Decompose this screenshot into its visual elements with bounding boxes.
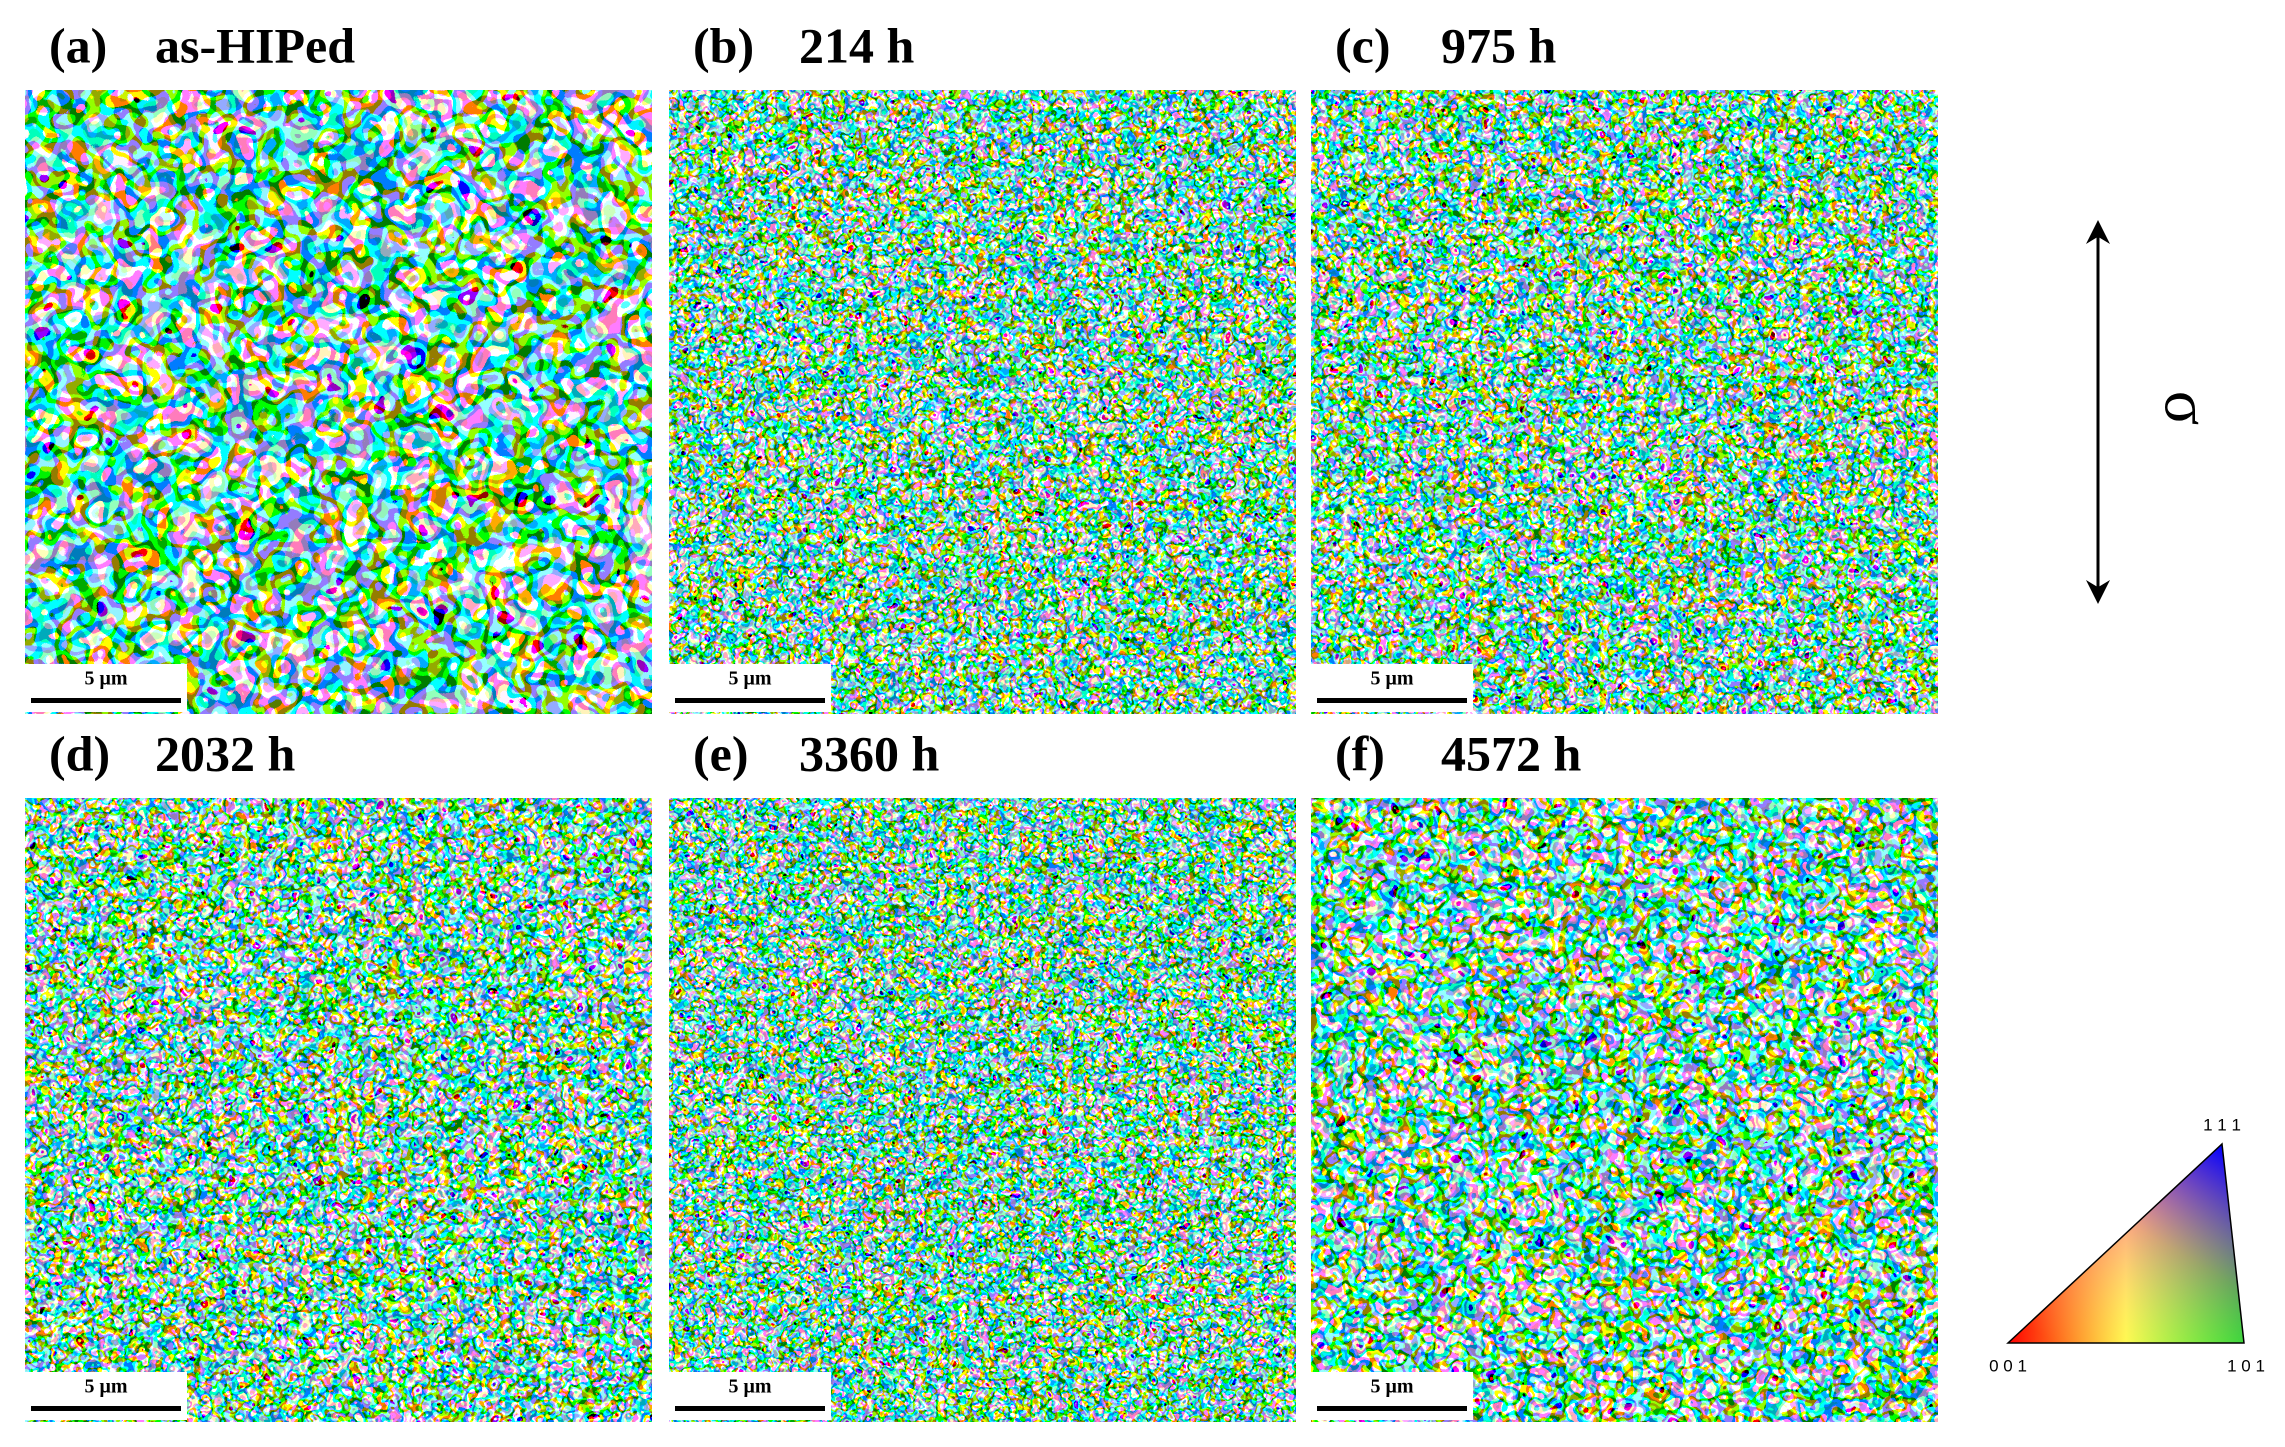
panel-title: 975 h (1441, 17, 1557, 73)
scale-bar (1317, 1406, 1467, 1411)
stress-label: σ (2151, 391, 2222, 426)
scale-bar-label: 5 μm (85, 668, 128, 690)
scale-bar (31, 698, 181, 703)
ipf-triangle-overlay (2006, 1142, 2245, 1344)
panel-label: (b) (693, 17, 754, 73)
ebsd-map (25, 798, 652, 1422)
panel-title: 4572 h (1441, 725, 1582, 781)
scale-bar-label: 5 μm (1371, 1376, 1414, 1398)
scale-bar-box (25, 664, 187, 712)
scale-bar-box (1311, 1372, 1473, 1420)
panel-title: as-HIPed (155, 17, 355, 73)
scale-bar-label: 5 μm (85, 1376, 128, 1398)
scale-bar-label: 5 μm (1371, 668, 1414, 690)
scale-bar-label: 5 μm (729, 668, 772, 690)
ipf-label: 1 1 1 (2203, 1115, 2241, 1134)
panel-label: (e) (693, 725, 749, 781)
scale-bar-box (1311, 664, 1473, 712)
panel-label: (d) (49, 725, 110, 781)
scale-bar-box (669, 1372, 831, 1420)
ipf-legend: 0 0 1 1 0 1 1 1 1 (1989, 1115, 2265, 1375)
ipf-label: 1 0 1 (2227, 1356, 2265, 1375)
scale-bar (675, 1406, 825, 1411)
scale-bar-box (669, 664, 831, 712)
panel-label: (f) (1335, 725, 1385, 781)
panel-label: (c) (1335, 17, 1391, 73)
scale-bar-label: 5 μm (729, 1376, 772, 1398)
ipf-label: 0 0 1 (1989, 1356, 2027, 1375)
panel-title: 3360 h (799, 725, 940, 781)
scale-bar-box (25, 1372, 187, 1420)
scale-bar (31, 1406, 181, 1411)
panel-label: (a) (49, 17, 107, 73)
panels: (a) as-HIPed 5 μm (b) 214 h 5 μm (c) 975 h 5 μm (… (25, 17, 1938, 1422)
ebsd-map (1311, 90, 1938, 714)
scale-bar (1317, 698, 1467, 703)
ebsd-map (1311, 798, 1938, 1422)
ebsd-map (669, 798, 1296, 1422)
ebsd-map (25, 90, 652, 714)
ebsd-map (669, 90, 1296, 714)
panel-title: 2032 h (155, 725, 296, 781)
scale-bar (675, 698, 825, 703)
panel-title: 214 h (799, 17, 915, 73)
